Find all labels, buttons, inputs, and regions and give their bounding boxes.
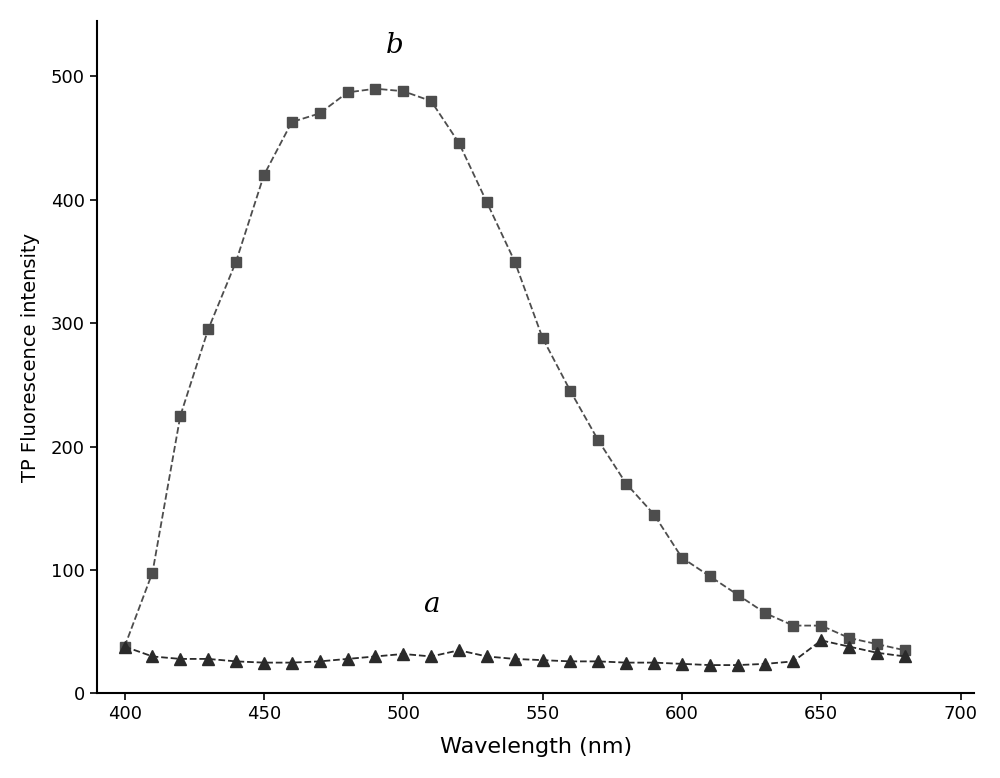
X-axis label: Wavelength (nm): Wavelength (nm) (440, 738, 632, 757)
Text: b: b (386, 32, 404, 59)
Y-axis label: TP Fluorescence intensity: TP Fluorescence intensity (21, 233, 40, 482)
Text: a: a (423, 591, 439, 618)
